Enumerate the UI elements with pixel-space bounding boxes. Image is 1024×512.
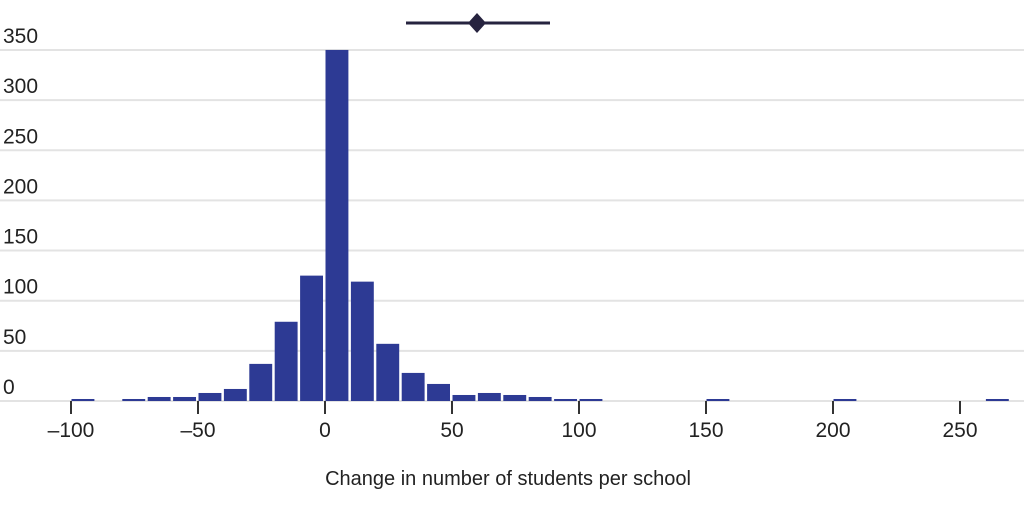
x-tick-label: 0 bbox=[319, 419, 331, 442]
histogram-bar bbox=[706, 398, 730, 401]
histogram-bar bbox=[376, 343, 400, 401]
x-axis-title: Change in number of students per school bbox=[325, 468, 691, 490]
y-tick-label: 250 bbox=[3, 125, 38, 148]
histogram-bar bbox=[528, 396, 552, 401]
x-tick-label: –100 bbox=[48, 419, 95, 442]
x-tick-label: 250 bbox=[942, 419, 977, 442]
x-tick-label: 50 bbox=[440, 419, 463, 442]
legend-diamond-icon bbox=[468, 13, 486, 33]
y-tick-label: 200 bbox=[3, 175, 38, 198]
x-tick-label: –50 bbox=[180, 419, 215, 442]
histogram-bar bbox=[325, 49, 349, 401]
x-tick-label: 100 bbox=[561, 419, 596, 442]
gridlines bbox=[0, 48, 1024, 402]
histogram-bar bbox=[477, 392, 501, 401]
histogram-bar bbox=[350, 281, 374, 401]
histogram-bar bbox=[833, 398, 857, 401]
histogram-bar bbox=[249, 363, 273, 401]
histogram-bar bbox=[223, 388, 247, 401]
histogram-bar bbox=[122, 398, 146, 401]
histogram-bar bbox=[274, 321, 298, 401]
histogram-bar bbox=[147, 396, 171, 401]
y-tick-label: 350 bbox=[3, 25, 38, 48]
histogram-bar bbox=[579, 398, 603, 401]
histogram-bar bbox=[985, 398, 1009, 401]
histogram-bar bbox=[300, 275, 323, 401]
legend-range-marker bbox=[406, 13, 550, 33]
bars bbox=[71, 49, 1009, 401]
y-tick-label: 100 bbox=[3, 276, 38, 299]
histogram-bar bbox=[173, 396, 196, 401]
y-tick-label: 300 bbox=[3, 75, 38, 98]
y-axis-labels: 0 50 100 150 200 250 300 350 bbox=[3, 25, 38, 399]
x-axis-ticks: –100 –50 0 50 100 150 200 250 bbox=[48, 401, 978, 442]
histogram-bar bbox=[198, 392, 222, 401]
histogram-bar bbox=[554, 398, 577, 401]
x-tick-label: 200 bbox=[815, 419, 850, 442]
histogram-bar bbox=[503, 394, 527, 401]
y-tick-label: 50 bbox=[3, 326, 26, 349]
histogram-bar bbox=[452, 394, 476, 401]
y-tick-label: 0 bbox=[3, 376, 15, 399]
x-tick-label: 150 bbox=[688, 419, 723, 442]
y-tick-label: 150 bbox=[3, 226, 38, 249]
histogram-bar bbox=[71, 398, 95, 401]
histogram-bar bbox=[427, 383, 450, 401]
histogram-bar bbox=[401, 372, 425, 401]
